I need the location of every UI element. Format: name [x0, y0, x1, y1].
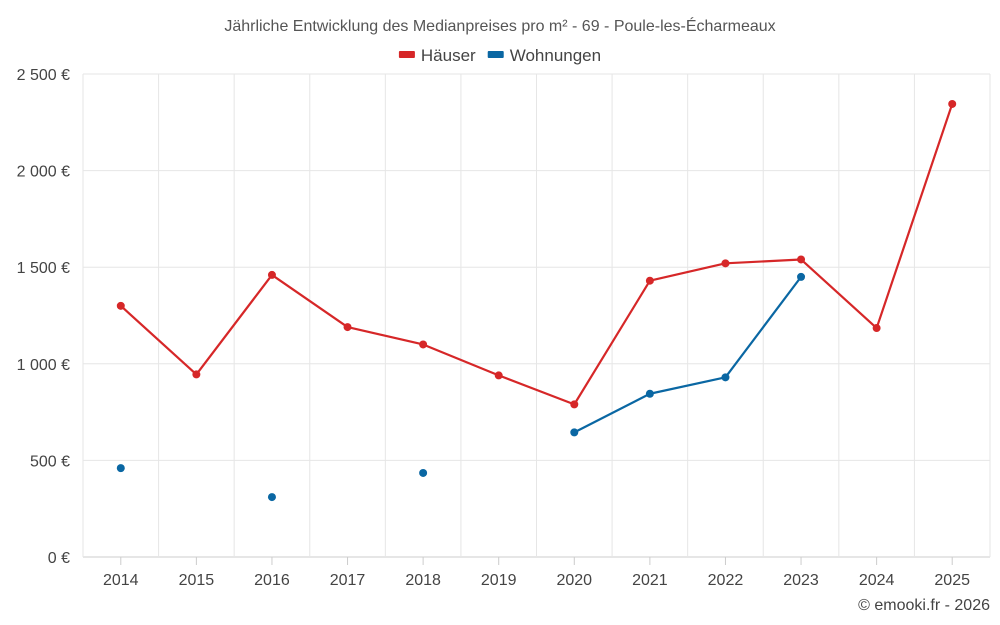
y-tick-label: 500 € — [30, 453, 70, 470]
x-tick-label: 2016 — [254, 572, 290, 589]
x-tick-label: 2022 — [708, 572, 744, 589]
x-tick-label: 2024 — [859, 572, 895, 589]
series-line — [573, 276, 802, 434]
legend-item[interactable]: Wohnungen — [487, 46, 601, 65]
data-point[interactable] — [872, 324, 881, 333]
data-point[interactable] — [721, 373, 730, 382]
x-tick-label: 2021 — [632, 572, 668, 589]
y-tick-label: 0 € — [48, 550, 70, 567]
y-tick-label: 2 000 € — [17, 164, 70, 181]
data-point[interactable] — [570, 428, 579, 437]
x-tick-label: 2020 — [556, 572, 592, 589]
data-point[interactable] — [645, 389, 654, 398]
x-tick-label: 2017 — [330, 572, 366, 589]
credit-text: © emooki.fr - 2026 — [858, 597, 990, 614]
x-tick-label: 2023 — [783, 572, 819, 589]
data-point[interactable] — [419, 468, 428, 477]
data-point[interactable] — [267, 270, 276, 279]
y-axis-ticks: 0 € 500 € 1 000 € 1 500 € 2 000 € 2 500 € — [17, 67, 70, 567]
y-tick-label: 1 000 € — [17, 357, 70, 374]
data-point[interactable] — [721, 259, 730, 268]
legend-item[interactable]: Häuser — [398, 46, 476, 65]
data-point[interactable] — [343, 323, 352, 332]
data-point[interactable] — [267, 493, 276, 502]
y-tick-label: 1 500 € — [17, 260, 70, 277]
series-h-user — [116, 99, 957, 409]
legend-swatch — [487, 51, 504, 58]
series-wohnungen — [116, 272, 806, 502]
data-point[interactable] — [948, 99, 957, 108]
data-point[interactable] — [797, 255, 806, 264]
data-point[interactable] — [645, 276, 654, 285]
x-gridlines — [82, 74, 991, 557]
legend-label: Wohnungen — [510, 46, 601, 65]
data-point[interactable] — [494, 371, 503, 380]
x-tick-label: 2018 — [405, 572, 441, 589]
data-point[interactable] — [797, 272, 806, 281]
data-point[interactable] — [419, 340, 428, 349]
series-layer — [116, 99, 957, 502]
x-tick-label: 2019 — [481, 572, 517, 589]
x-axis-ticks: 2014 2015 2016 2017 2018 2019 2020 2021 2022 2023… — [103, 557, 970, 589]
data-point[interactable] — [116, 301, 125, 310]
x-tick-label: 2014 — [103, 572, 139, 589]
x-tick-label: 2015 — [179, 572, 215, 589]
data-point[interactable] — [192, 370, 201, 379]
x-tick-label: 2025 — [934, 572, 970, 589]
y-tick-label: 2 500 € — [17, 67, 70, 84]
legend: Häuser Wohnungen — [398, 46, 601, 65]
legend-swatch — [398, 51, 415, 58]
data-point[interactable] — [570, 400, 579, 409]
series-line — [120, 103, 954, 406]
legend-label: Häuser — [421, 46, 476, 65]
data-point[interactable] — [116, 464, 125, 473]
chart-title: Jährliche Entwicklung des Medianpreises … — [224, 16, 775, 35]
